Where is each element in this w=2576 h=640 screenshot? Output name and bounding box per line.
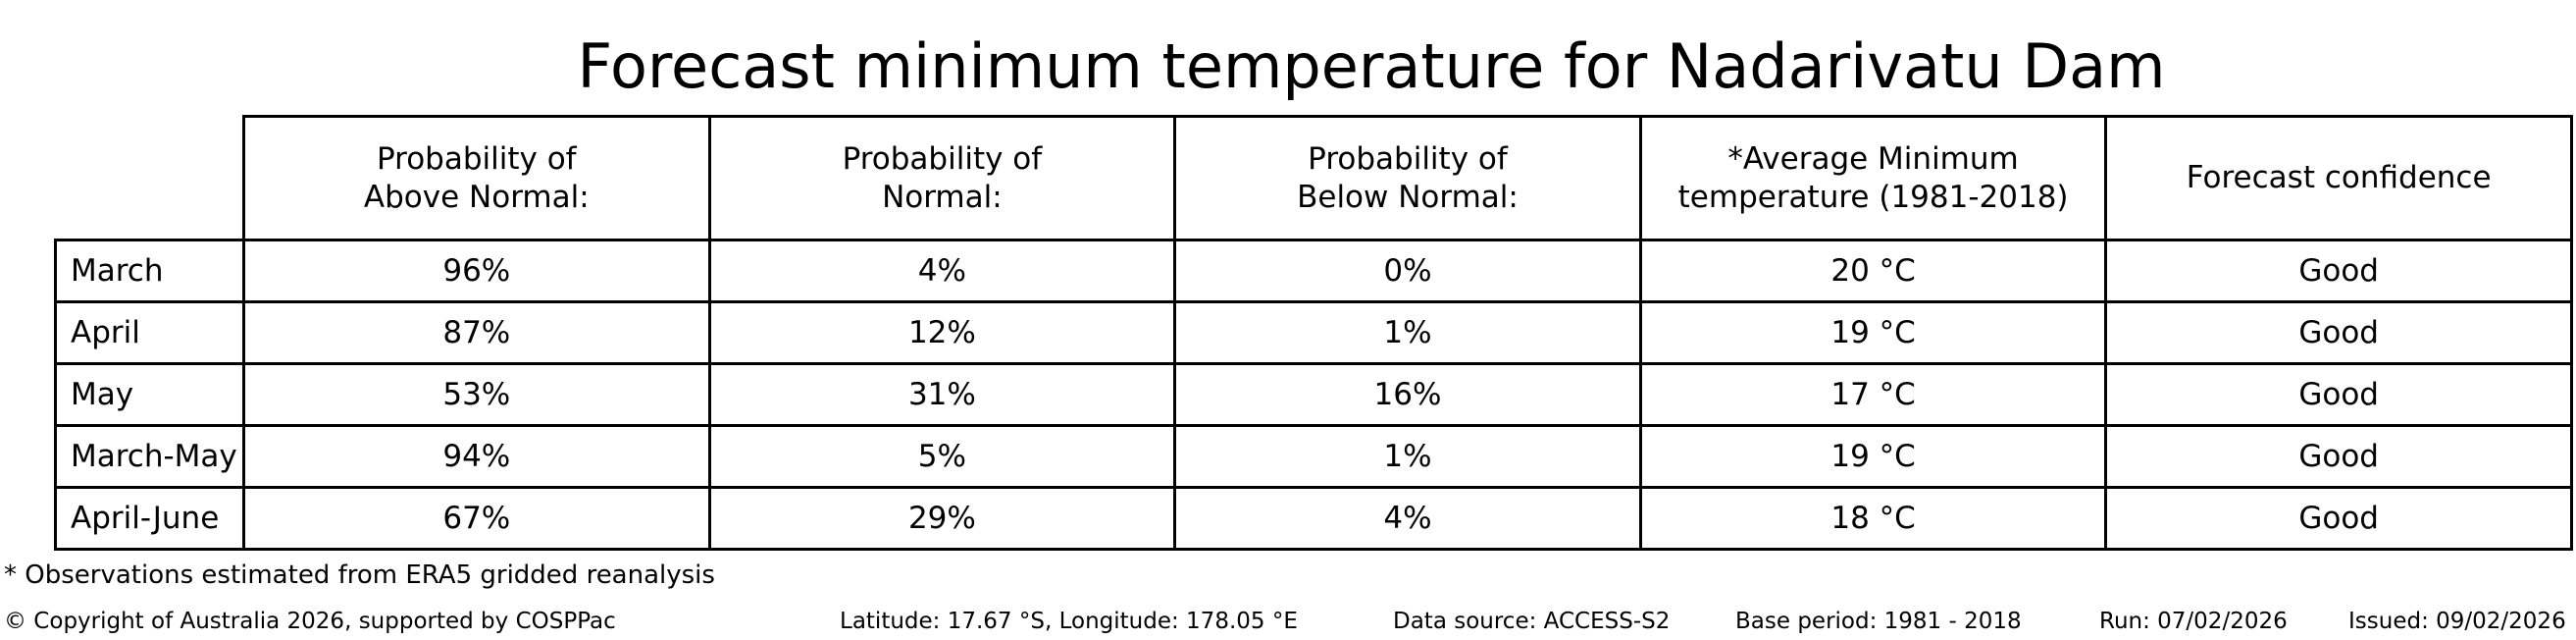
table-row-april: April 87% 12% 1% 19 °C Good bbox=[54, 300, 2573, 365]
cell-confidence: Good bbox=[2104, 300, 2573, 365]
cell-average-minimum: 20 °C bbox=[1638, 239, 2108, 303]
table-row-march: March 96% 4% 0% 20 °C Good bbox=[54, 239, 2573, 303]
cell-below-normal: 16% bbox=[1173, 362, 1642, 427]
page-title: Forecast minimum temperature for Nadariv… bbox=[577, 29, 2166, 102]
cell-average-minimum: 17 °C bbox=[1638, 362, 2108, 427]
cell-normal: 4% bbox=[707, 239, 1177, 303]
cell-normal: 31% bbox=[707, 362, 1177, 427]
row-label: May bbox=[54, 362, 245, 427]
column-header-normal: Probability of Normal: bbox=[707, 115, 1177, 241]
cell-normal: 29% bbox=[707, 486, 1177, 551]
table-row-may: May 53% 31% 16% 17 °C Good bbox=[54, 362, 2573, 427]
cell-above-normal: 67% bbox=[242, 486, 711, 551]
run-date-text: Run: 07/02/2026 bbox=[2099, 609, 2288, 634]
cell-above-normal: 87% bbox=[242, 300, 711, 365]
table-row-april-june: April-June 67% 29% 4% 18 °C Good bbox=[54, 486, 2573, 551]
cell-confidence: Good bbox=[2104, 362, 2573, 427]
table-corner-cell bbox=[56, 117, 244, 240]
cell-below-normal: 0% bbox=[1173, 239, 1642, 303]
column-header-average-minimum: *Average Minimum temperature (1981-2018) bbox=[1638, 115, 2108, 241]
cell-below-normal: 1% bbox=[1173, 300, 1642, 365]
base-period-text: Base period: 1981 - 2018 bbox=[1735, 609, 2022, 634]
column-header-forecast-confidence: Forecast confidence bbox=[2104, 115, 2573, 241]
row-label: March-May bbox=[54, 424, 245, 489]
cell-average-minimum: 19 °C bbox=[1638, 300, 2108, 365]
cell-below-normal: 1% bbox=[1173, 424, 1642, 489]
row-label: March bbox=[54, 239, 245, 303]
cell-confidence: Good bbox=[2104, 239, 2573, 303]
data-source-text: Data source: ACCESS-S2 bbox=[1393, 609, 1671, 634]
location-coordinates: Latitude: 17.67 °S, Longitude: 178.05 °E bbox=[840, 609, 1298, 634]
cell-above-normal: 96% bbox=[242, 239, 711, 303]
forecast-table: Probability of Above Normal: Probability… bbox=[54, 115, 2573, 551]
cell-confidence: Good bbox=[2104, 424, 2573, 489]
cell-normal: 5% bbox=[707, 424, 1177, 489]
row-label: April bbox=[54, 300, 245, 365]
cell-confidence: Good bbox=[2104, 486, 2573, 551]
observations-footnote: * Observations estimated from ERA5 gridd… bbox=[4, 560, 715, 590]
table-row-march-may: March-May 94% 5% 1% 19 °C Good bbox=[54, 424, 2573, 489]
cell-above-normal: 94% bbox=[242, 424, 711, 489]
row-label: April-June bbox=[54, 486, 245, 551]
issued-date-text: Issued: 09/02/2026 bbox=[2348, 609, 2566, 634]
column-header-above-normal: Probability of Above Normal: bbox=[242, 115, 711, 241]
cell-average-minimum: 19 °C bbox=[1638, 424, 2108, 489]
cell-above-normal: 53% bbox=[242, 362, 711, 427]
column-header-below-normal: Probability of Below Normal: bbox=[1173, 115, 1642, 241]
copyright-text: © Copyright of Australia 2026, supported… bbox=[4, 609, 616, 634]
table-header: Probability of Above Normal: Probability… bbox=[56, 115, 2573, 241]
cell-normal: 12% bbox=[707, 300, 1177, 365]
cell-average-minimum: 18 °C bbox=[1638, 486, 2108, 551]
cell-below-normal: 4% bbox=[1173, 486, 1642, 551]
